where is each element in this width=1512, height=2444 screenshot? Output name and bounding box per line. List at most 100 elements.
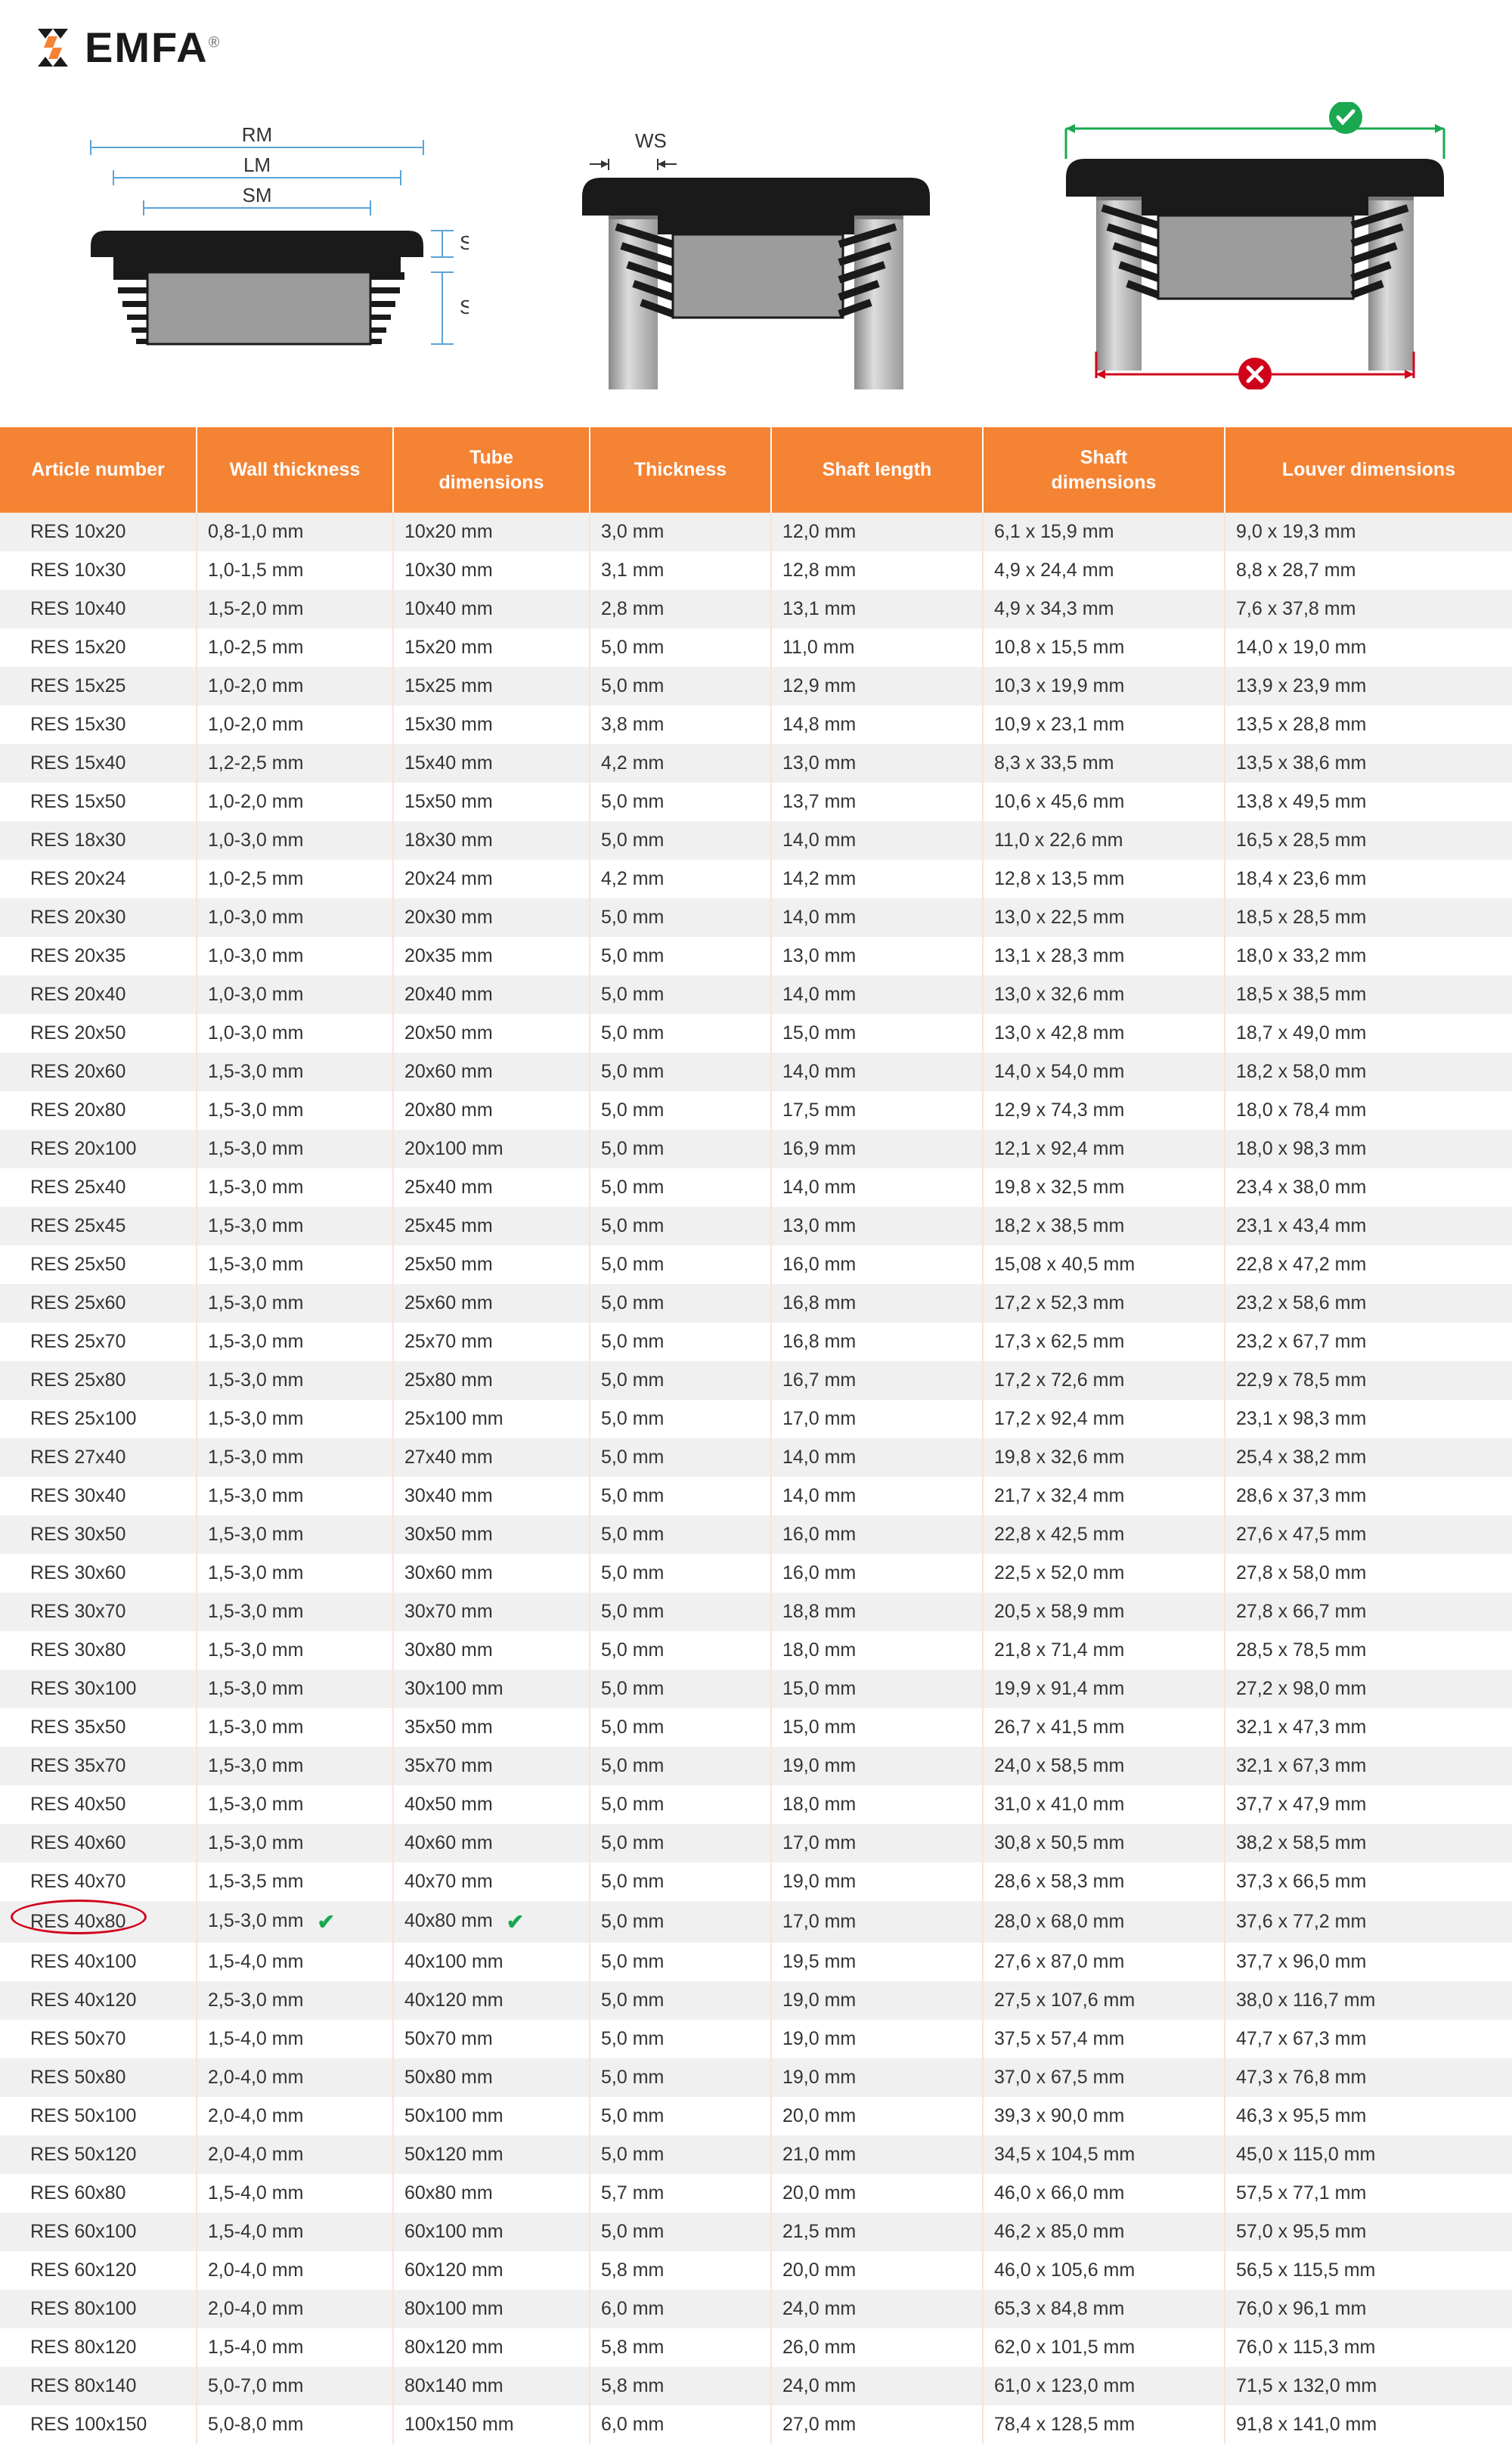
cell-slen: 27,0 mm <box>771 2405 983 2444</box>
cell-article: RES 30x50 <box>0 1515 197 1554</box>
cell-ldim: 7,6 x 37,8 mm <box>1225 590 1512 628</box>
cell-ldim: 18,0 x 78,4 mm <box>1225 1091 1512 1130</box>
table-row: RES 15x251,0-2,0 mm15x25 mm5,0 mm12,9 mm… <box>0 667 1512 706</box>
cell-wall: 1,5-3,0 mm <box>197 1747 393 1785</box>
cell-slen: 16,0 mm <box>771 1515 983 1554</box>
cell-slen: 12,8 mm <box>771 551 983 590</box>
cell-slen: 15,0 mm <box>771 1708 983 1747</box>
cell-slen: 17,5 mm <box>771 1091 983 1130</box>
cell-article: RES 35x70 <box>0 1747 197 1785</box>
cell-tube: 30x80 mm <box>393 1631 590 1670</box>
cell-ldim: 27,2 x 98,0 mm <box>1225 1670 1512 1708</box>
cell-tube: 25x80 mm <box>393 1361 590 1400</box>
cell-slen: 14,0 mm <box>771 1168 983 1207</box>
cell-slen: 18,0 mm <box>771 1785 983 1824</box>
cell-slen: 19,0 mm <box>771 2058 983 2097</box>
cell-sdim: 31,0 x 41,0 mm <box>983 1785 1225 1824</box>
cell-sdim: 46,2 x 85,0 mm <box>983 2213 1225 2251</box>
cell-slen: 14,0 mm <box>771 898 983 937</box>
cell-thick: 5,0 mm <box>590 1245 771 1284</box>
diagram-correct-wrong <box>1028 102 1482 389</box>
cell-sdim: 10,9 x 23,1 mm <box>983 706 1225 744</box>
cell-article: RES 25x50 <box>0 1245 197 1284</box>
cell-sdim: 37,5 x 57,4 mm <box>983 2020 1225 2058</box>
cell-slen: 18,0 mm <box>771 1631 983 1670</box>
cell-thick: 5,0 mm <box>590 1708 771 1747</box>
cell-slen: 17,0 mm <box>771 1824 983 1862</box>
cell-sdim: 8,3 x 33,5 mm <box>983 744 1225 783</box>
table-row: RES 35x501,5-3,0 mm35x50 mm5,0 mm15,0 mm… <box>0 1708 1512 1747</box>
cell-tube: 15x20 mm <box>393 628 590 667</box>
table-row: RES 20x301,0-3,0 mm20x30 mm5,0 mm14,0 mm… <box>0 898 1512 937</box>
table-header: Article number Wall thickness Tubedimens… <box>0 427 1512 513</box>
cell-sdim: 65,3 x 84,8 mm <box>983 2290 1225 2328</box>
cell-tube: 15x25 mm <box>393 667 590 706</box>
cell-sdim: 13,0 x 42,8 mm <box>983 1014 1225 1053</box>
cell-slen: 14,0 mm <box>771 1477 983 1515</box>
cell-sdim: 4,9 x 34,3 mm <box>983 590 1225 628</box>
cell-wall: 1,0-2,5 mm <box>197 860 393 898</box>
cell-wall: 5,0-7,0 mm <box>197 2367 393 2405</box>
cell-thick: 6,0 mm <box>590 2405 771 2444</box>
table-row: RES 15x501,0-2,0 mm15x50 mm5,0 mm13,7 mm… <box>0 783 1512 821</box>
cell-ldim: 38,0 x 116,7 mm <box>1225 1981 1512 2020</box>
cell-thick: 5,0 mm <box>590 1981 771 2020</box>
cell-sdim: 18,2 x 38,5 mm <box>983 1207 1225 1245</box>
cell-sdim: 26,7 x 41,5 mm <box>983 1708 1225 1747</box>
cell-tube: 20x50 mm <box>393 1014 590 1053</box>
cell-thick: 5,0 mm <box>590 1785 771 1824</box>
cell-sdim: 17,2 x 72,6 mm <box>983 1361 1225 1400</box>
cell-slen: 16,7 mm <box>771 1361 983 1400</box>
cell-thick: 5,0 mm <box>590 2135 771 2174</box>
cell-article: RES 80x100 <box>0 2290 197 2328</box>
cell-article: RES 15x40 <box>0 744 197 783</box>
cell-thick: 5,0 mm <box>590 1284 771 1323</box>
cell-sdim: 19,8 x 32,6 mm <box>983 1438 1225 1477</box>
cell-slen: 19,0 mm <box>771 2020 983 2058</box>
cell-tube: 30x100 mm <box>393 1670 590 1708</box>
cell-thick: 6,0 mm <box>590 2290 771 2328</box>
cell-slen: 19,5 mm <box>771 1943 983 1981</box>
cell-ldim: 9,0 x 19,3 mm <box>1225 513 1512 551</box>
cell-wall: 1,5-3,0 mm <box>197 1670 393 1708</box>
cell-ldim: 37,3 x 66,5 mm <box>1225 1862 1512 1901</box>
cell-slen: 16,8 mm <box>771 1323 983 1361</box>
table-row: RES 40x801,5-3,0 mm✔40x80 mm✔5,0 mm17,0 … <box>0 1901 1512 1943</box>
cell-sdim: 61,0 x 123,0 mm <box>983 2367 1225 2405</box>
table-row: RES 50x701,5-4,0 mm50x70 mm5,0 mm19,0 mm… <box>0 2020 1512 2058</box>
cell-wall: 1,5-3,0 mm <box>197 1593 393 1631</box>
cell-wall: 0,8-1,0 mm <box>197 513 393 551</box>
diagram-wall-thickness: WS <box>529 125 983 389</box>
label-rm: RM <box>242 125 272 146</box>
cell-thick: 2,8 mm <box>590 590 771 628</box>
cell-slen: 21,5 mm <box>771 2213 983 2251</box>
cell-sdim: 14,0 x 54,0 mm <box>983 1053 1225 1091</box>
cell-sdim: 46,0 x 105,6 mm <box>983 2251 1225 2290</box>
cell-wall: 1,5-3,0 mm <box>197 1515 393 1554</box>
cell-ldim: 18,0 x 33,2 mm <box>1225 937 1512 975</box>
cell-slen: 14,8 mm <box>771 706 983 744</box>
spec-table: Article number Wall thickness Tubedimens… <box>0 427 1512 2444</box>
table-row: RES 80x1405,0-7,0 mm80x140 mm5,8 mm24,0 … <box>0 2367 1512 2405</box>
table-row: RES 50x802,0-4,0 mm50x80 mm5,0 mm19,0 mm… <box>0 2058 1512 2097</box>
cell-thick: 5,0 mm <box>590 1323 771 1361</box>
cell-sdim: 37,0 x 67,5 mm <box>983 2058 1225 2097</box>
cell-thick: 5,0 mm <box>590 2097 771 2135</box>
table-row: RES 30x801,5-3,0 mm30x80 mm5,0 mm18,0 mm… <box>0 1631 1512 1670</box>
cell-slen: 12,0 mm <box>771 513 983 551</box>
cell-article: RES 35x50 <box>0 1708 197 1747</box>
cell-wall: 1,0-3,0 mm <box>197 975 393 1014</box>
cell-wall: 1,5-4,0 mm <box>197 2174 393 2213</box>
cell-thick: 5,0 mm <box>590 1901 771 1943</box>
cell-slen: 14,0 mm <box>771 975 983 1014</box>
col-tube: Tubedimensions <box>393 427 590 513</box>
cell-tube: 40x80 mm✔ <box>393 1901 590 1943</box>
table-row: RES 30x401,5-3,0 mm30x40 mm5,0 mm14,0 mm… <box>0 1477 1512 1515</box>
table-row: RES 50x1202,0-4,0 mm50x120 mm5,0 mm21,0 … <box>0 2135 1512 2174</box>
cell-wall: 1,5-3,0 mm <box>197 1708 393 1747</box>
cell-wall: 1,5-3,0 mm <box>197 1785 393 1824</box>
table-row: RES 30x601,5-3,0 mm30x60 mm5,0 mm16,0 mm… <box>0 1554 1512 1593</box>
cell-article: RES 25x80 <box>0 1361 197 1400</box>
table-row: RES 30x1001,5-3,0 mm30x100 mm5,0 mm15,0 … <box>0 1670 1512 1708</box>
cell-article: RES 60x120 <box>0 2251 197 2290</box>
